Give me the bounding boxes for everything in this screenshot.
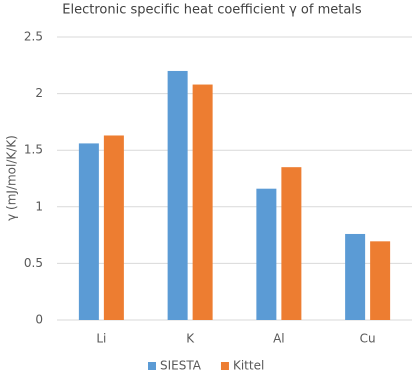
legend-label: SIESTA (160, 359, 202, 371)
bar (103, 135, 124, 320)
bar (167, 70, 188, 321)
y-tick-label: 0 (35, 313, 43, 327)
x-tick-label: Al (273, 332, 285, 346)
y-axis-label: γ (mJ/mol/K/K) (5, 135, 19, 221)
y-tick-label: 2 (35, 86, 43, 100)
bar (370, 241, 391, 320)
legend-swatch (220, 362, 229, 370)
x-tick-label: Cu (360, 332, 376, 346)
bar (256, 188, 277, 320)
y-tick-label: 1 (35, 199, 43, 213)
y-tick-label: 1.5 (24, 143, 43, 157)
chart-title: Electronic specific heat coefficient γ o… (62, 3, 362, 18)
legend-label: Kittel (233, 359, 264, 371)
x-tick-label: K (186, 332, 195, 346)
y-tick-label: 0.5 (24, 256, 43, 270)
bar (281, 167, 302, 320)
y-tick-label: 2.5 (24, 30, 43, 44)
x-tick-label: Li (96, 332, 106, 346)
legend-swatch (148, 362, 156, 370)
bar (192, 84, 213, 320)
bar (345, 233, 366, 320)
bar (78, 143, 99, 320)
